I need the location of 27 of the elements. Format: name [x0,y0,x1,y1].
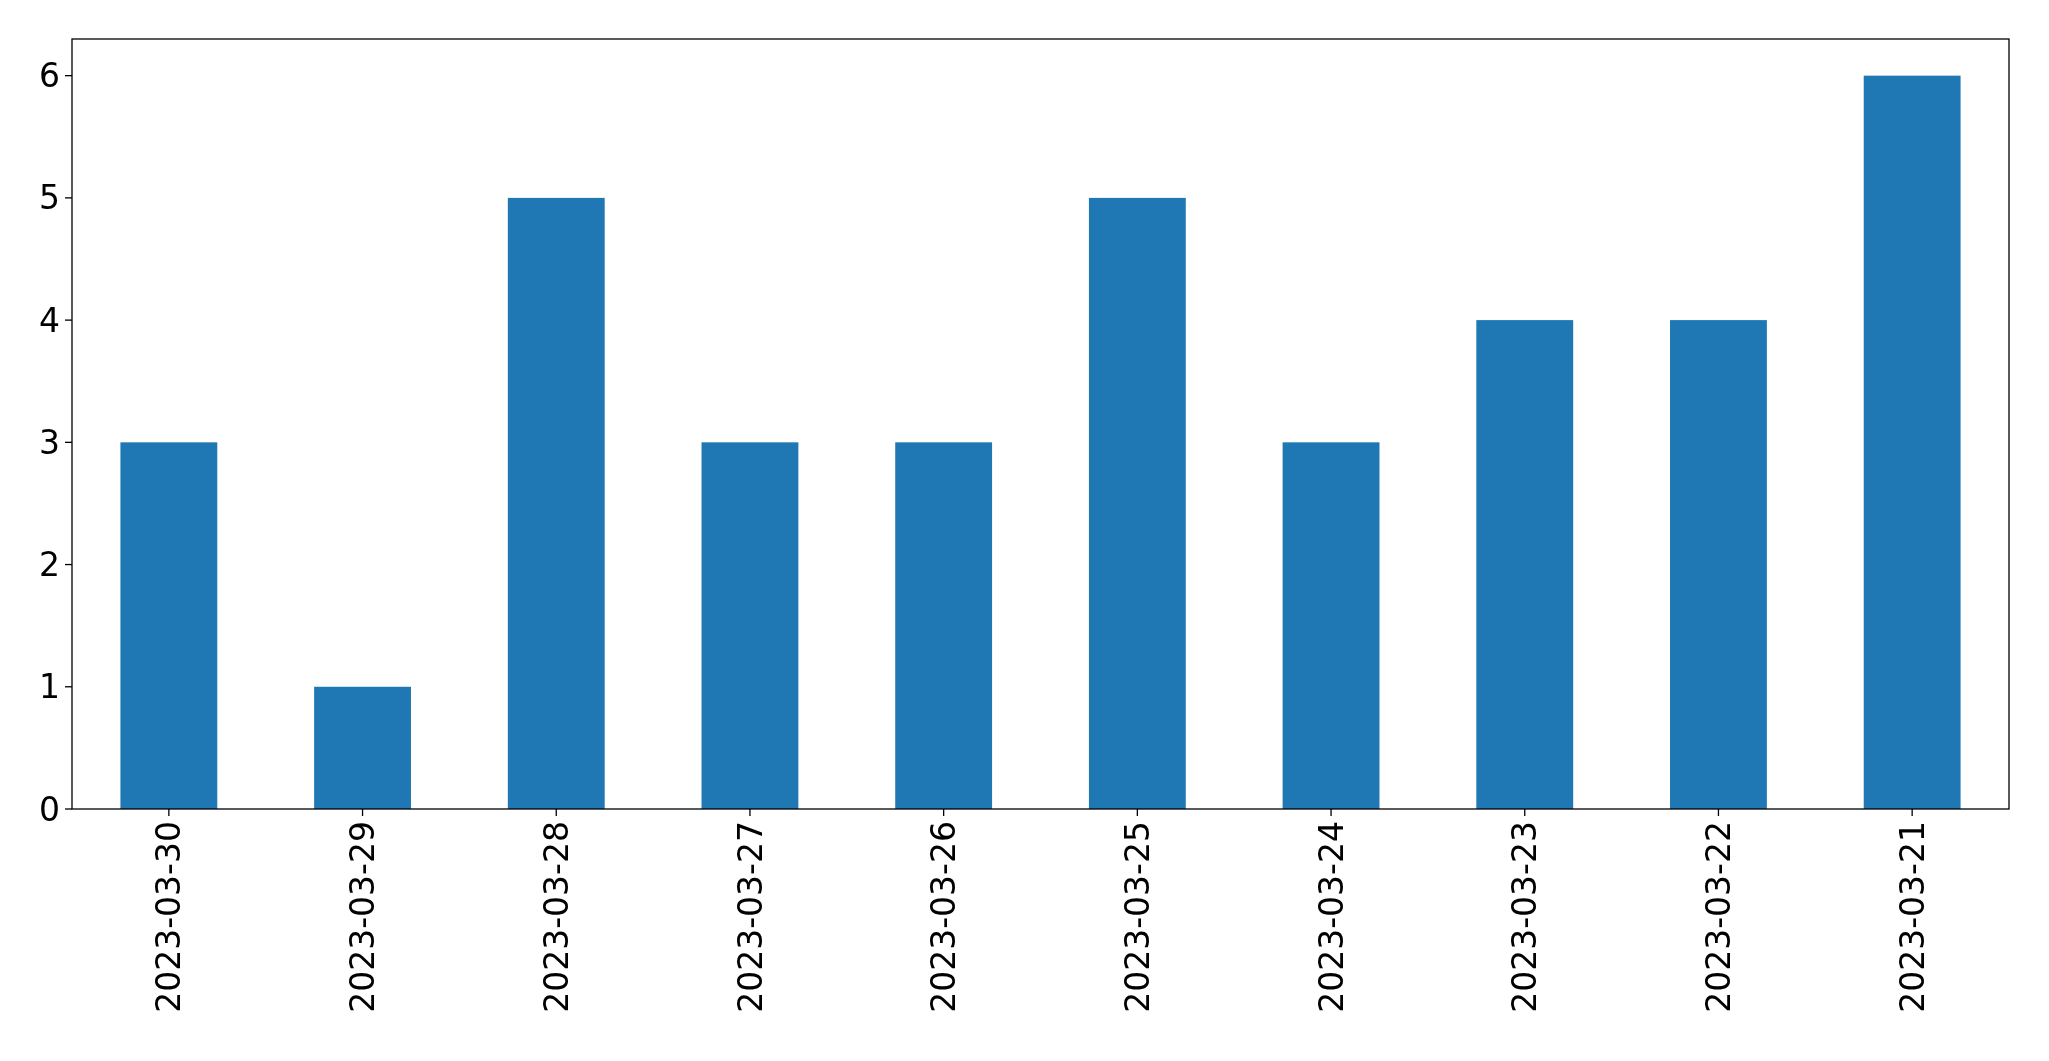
y-tick-label: 1 [39,667,60,707]
x-tick-label: 2023-03-27 [730,821,770,1013]
bar [1088,197,1186,809]
x-tick-label: 2023-03-29 [343,821,383,1013]
bar [1282,442,1380,809]
x-tick-label: 2023-03-22 [1699,821,1738,1013]
bar [1863,75,1961,809]
bar [507,197,605,809]
bar [314,686,411,809]
bar [895,442,993,809]
y-tick-label: 0 [39,789,60,829]
bar [701,442,799,809]
bar [1670,320,1767,809]
x-tick-label: 2023-03-24 [1311,821,1351,1013]
x-tick-label: 2023-03-30 [149,821,189,1013]
y-tick-label: 6 [39,56,60,96]
x-tick-label: 2023-03-25 [1117,821,1157,1013]
x-tick-label: 2023-03-21 [1892,821,1932,1013]
y-tick-label: 3 [39,422,60,462]
bar [1476,320,1574,809]
x-tick-label: 2023-03-28 [536,821,576,1013]
bar [120,442,218,809]
y-tick-label: 5 [39,178,60,218]
x-tick-label: 2023-03-23 [1505,821,1545,1013]
x-tick-label: 2023-03-26 [924,821,964,1013]
y-tick-label: 2 [39,545,60,585]
y-tick-label: 4 [39,300,60,340]
